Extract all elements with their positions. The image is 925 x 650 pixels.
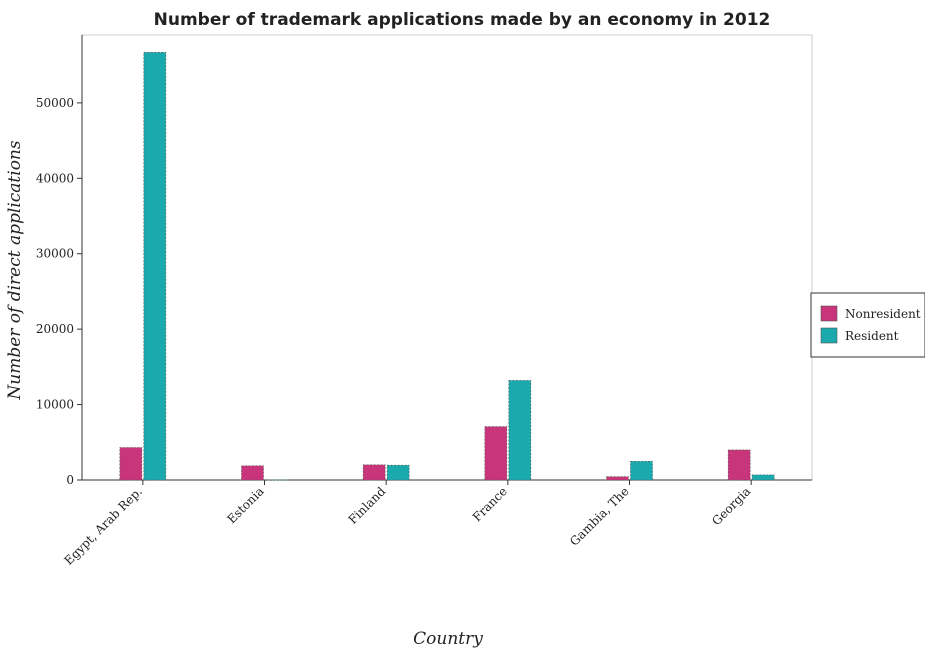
x-ticks: Egypt, Arab Rep. Estonia Finland France Gamb… <box>61 480 753 568</box>
x-tick-label: Gambia, The <box>567 484 632 549</box>
y-tick-label: 20000 <box>36 322 74 336</box>
x-tick-label: Estonia <box>224 484 266 526</box>
chart-title: Number of trademark applications made by… <box>154 10 771 30</box>
y-tick-label: 40000 <box>36 171 74 185</box>
bar-resident <box>265 479 288 481</box>
y-tick-label: 0 <box>66 473 74 487</box>
x-tick-label: France <box>470 484 510 524</box>
y-tick-label: 10000 <box>36 398 74 412</box>
bar-nonresident <box>606 476 629 481</box>
legend-label-resident: Resident <box>845 329 899 343</box>
bar-resident <box>508 380 532 481</box>
bar-nonresident <box>484 426 508 481</box>
y-tick-label: 50000 <box>36 96 74 110</box>
x-axis-label: Country <box>413 629 483 649</box>
plot-frame <box>81 34 813 481</box>
bar-resident <box>386 464 410 481</box>
legend-swatch-resident <box>820 327 838 344</box>
bars <box>119 52 775 481</box>
legend-box <box>810 292 925 358</box>
legend-swatch-nonresident <box>820 305 838 322</box>
legend: Nonresident Resident <box>810 292 925 358</box>
bar-resident <box>751 474 775 481</box>
y-ticks: 0 10000 20000 30000 40000 50000 <box>36 96 82 487</box>
legend-label-nonresident: Nonresident <box>845 307 921 321</box>
bar-nonresident <box>119 447 143 481</box>
y-axis-label: Number of direct applications <box>5 140 25 400</box>
x-tick-label: Georgia <box>709 484 753 528</box>
plot-border <box>81 34 813 481</box>
x-tick-label: Finland <box>346 484 389 527</box>
bar-nonresident <box>727 449 751 481</box>
y-tick-label: 30000 <box>36 247 74 261</box>
bar-resident <box>630 460 653 481</box>
bar-nonresident <box>362 464 386 481</box>
bar-resident <box>143 52 167 481</box>
bar-nonresident <box>241 465 264 481</box>
x-tick-label: Egypt, Arab Rep. <box>61 484 144 567</box>
